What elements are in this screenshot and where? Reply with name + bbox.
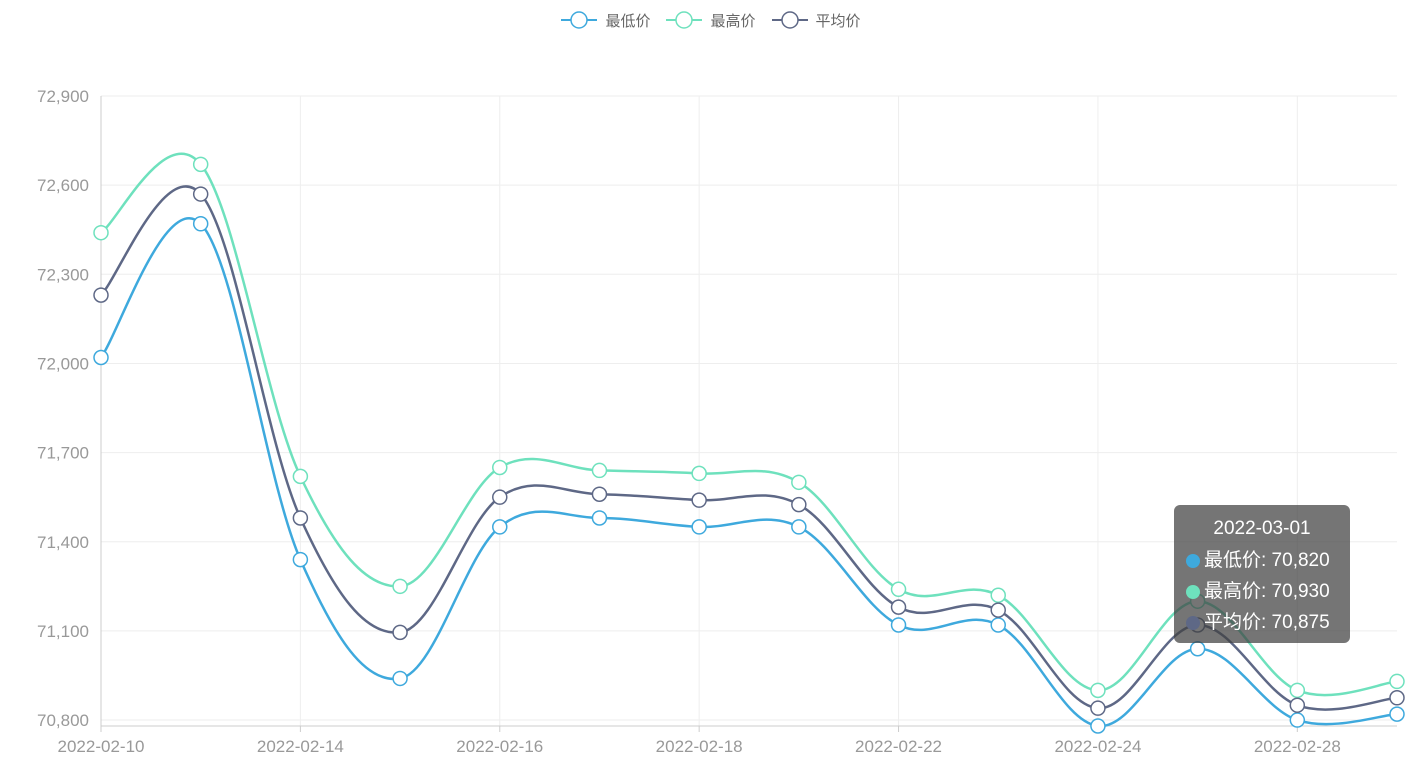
y-tick-label: 72,600 (37, 176, 89, 195)
y-tick-label: 71,400 (37, 533, 89, 552)
series-point-0 (1189, 640, 1206, 657)
series-point-1 (392, 578, 408, 595)
legend-item-highest[interactable]: 最高价 (664, 8, 756, 32)
x-tick-label: 2022-02-10 (58, 737, 145, 756)
series-point-2 (890, 599, 907, 615)
series-point-1 (691, 465, 707, 482)
series-point-2 (791, 496, 807, 513)
series-point-2 (1090, 700, 1106, 716)
series-point-0 (1090, 718, 1106, 734)
series-point-2 (392, 624, 408, 641)
series-point-1 (1090, 682, 1106, 699)
series-point-2 (1189, 617, 1206, 633)
series-point-0 (791, 519, 807, 535)
series-point-2 (492, 489, 508, 505)
series-line-2 (100, 185, 1398, 711)
circle-line-icon (771, 11, 808, 29)
x-tick-label: 2022-02-14 (257, 737, 344, 756)
series-point-1 (492, 459, 508, 476)
x-tick-label: 2022-02-24 (1054, 737, 1141, 756)
series-point-0 (492, 519, 508, 535)
y-tick-label: 72,000 (37, 354, 89, 373)
series-point-1 (1389, 673, 1405, 690)
series-point-0 (990, 617, 1006, 633)
series-point-0 (591, 510, 608, 526)
legend-label: 最高价 (710, 12, 756, 30)
y-tick-label: 71,700 (37, 444, 89, 463)
series-point-2 (591, 486, 608, 502)
series-point-0 (192, 216, 209, 232)
series-point-1 (591, 462, 608, 479)
legend: 最低价 最高价 平均价 (0, 8, 1420, 32)
series-point-0 (691, 519, 707, 535)
legend-item-lowest[interactable]: 最低价 (559, 8, 650, 32)
circle-line-icon (666, 11, 703, 29)
series-point-0 (1289, 712, 1306, 728)
series-point-1 (1289, 682, 1306, 699)
series-point-0 (1389, 706, 1405, 722)
y-tick-label: 72,300 (37, 265, 89, 284)
series-point-0 (93, 349, 109, 366)
x-tick-label: 2022-02-18 (656, 737, 743, 756)
series-point-1 (791, 474, 807, 491)
legend-label: 最低价 (605, 12, 651, 30)
series-point-1 (292, 468, 309, 485)
series-point-0 (890, 617, 907, 633)
series-point-1 (890, 581, 907, 598)
x-tick-label: 2022-02-22 (855, 737, 942, 756)
series-point-2 (292, 510, 309, 526)
series-point-1 (990, 587, 1006, 603)
series-line-1 (100, 152, 1398, 697)
series-point-2 (192, 186, 209, 202)
x-tick-label: 2022-02-28 (1254, 737, 1341, 756)
series-point-2 (691, 492, 707, 508)
series-point-2 (1289, 697, 1306, 713)
series-point-0 (392, 670, 408, 687)
series-point-2 (93, 287, 109, 303)
legend-item-average[interactable]: 平均价 (770, 8, 861, 32)
series-point-1 (93, 224, 109, 241)
series-point-1 (192, 156, 209, 173)
legend-label: 平均价 (815, 12, 861, 30)
x-tick-label: 2022-02-16 (456, 737, 543, 756)
y-tick-label: 71,100 (37, 622, 89, 641)
series-point-2 (990, 602, 1006, 618)
series-point-0 (292, 551, 309, 568)
series-point-2 (1389, 690, 1405, 706)
y-tick-label: 70,800 (37, 711, 89, 730)
circle-line-icon (561, 11, 598, 29)
series-point-1 (1189, 593, 1206, 609)
y-tick-label: 72,900 (37, 87, 89, 106)
